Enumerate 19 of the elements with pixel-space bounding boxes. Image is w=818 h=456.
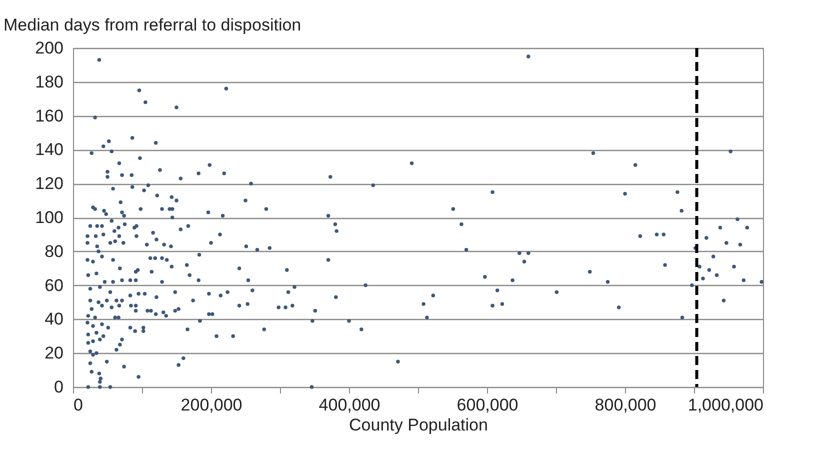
y-tick-label: 160 bbox=[35, 106, 64, 126]
y-tick-label: 20 bbox=[44, 344, 64, 363]
x-axis-title: County Population bbox=[349, 416, 488, 434]
y-tick-label: 140 bbox=[35, 140, 64, 160]
y-tick-label: 60 bbox=[44, 276, 64, 295]
x-tick-label: 1,000,000 bbox=[688, 396, 764, 414]
y-tick-label: 120 bbox=[35, 174, 64, 194]
y-axis-title: Median days from referral to disposition bbox=[4, 16, 302, 34]
x-tick-label: 0 bbox=[74, 396, 83, 414]
x-tick-label: 400,000 bbox=[318, 396, 380, 414]
x-tick-label: 800,000 bbox=[594, 396, 656, 414]
y-tick-label: 40 bbox=[44, 310, 64, 329]
y-tick-label: 100 bbox=[35, 208, 64, 227]
y-tick-label: 80 bbox=[44, 242, 64, 261]
y-tick-label: 200 bbox=[35, 38, 64, 58]
y-tick-label: 180 bbox=[35, 72, 64, 92]
y-tick-label: 0 bbox=[54, 378, 64, 396]
text: 200,000 bbox=[180, 396, 242, 414]
x-tick-label: 600,000 bbox=[456, 396, 518, 414]
